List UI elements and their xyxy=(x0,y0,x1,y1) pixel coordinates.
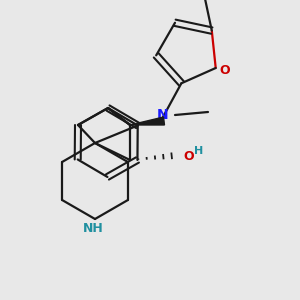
Text: H: H xyxy=(194,146,203,156)
Text: O: O xyxy=(219,64,230,76)
Text: NH: NH xyxy=(82,223,103,236)
Text: N: N xyxy=(157,108,169,122)
Polygon shape xyxy=(130,117,164,125)
Text: O: O xyxy=(183,151,194,164)
